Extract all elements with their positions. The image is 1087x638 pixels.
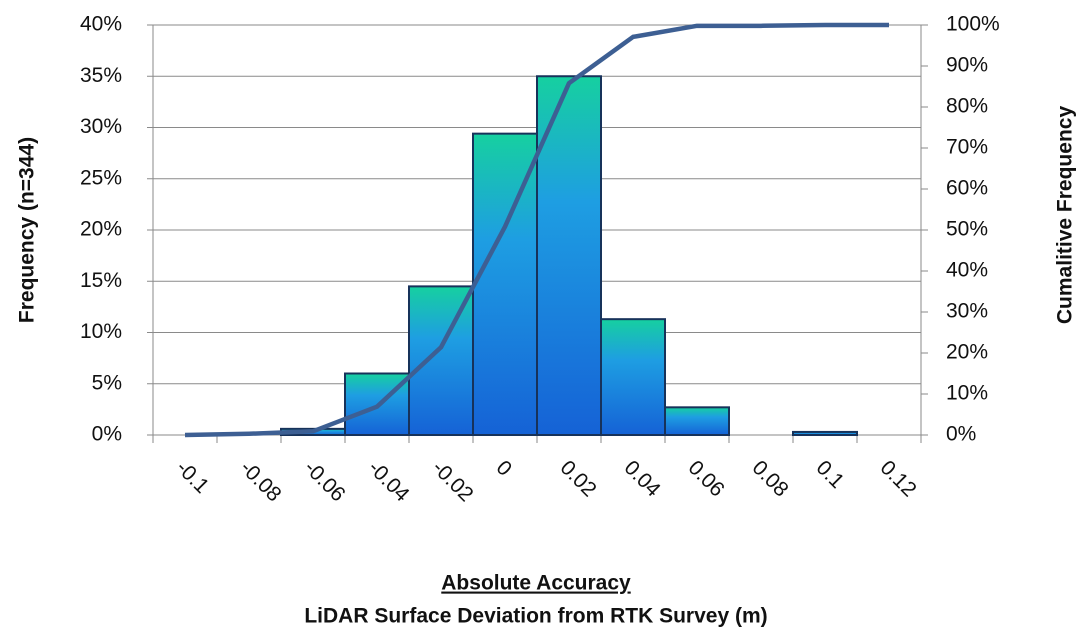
y-tick-label: 40%	[80, 13, 122, 36]
y2-tick-label: 70%	[946, 136, 988, 159]
y2-tick-label: 10%	[946, 382, 988, 405]
y-axis-title: Frequency (n=344)	[16, 137, 39, 323]
x-axis-subtitle: LiDAR Surface Deviation from RTK Survey …	[304, 605, 767, 628]
x-tick-label: 0.06	[684, 456, 729, 501]
y-tick-label: 30%	[80, 115, 122, 138]
y2-tick-label: 100%	[946, 13, 1000, 36]
y2-tick-label: 0%	[946, 423, 976, 446]
y2-tick-label: 60%	[946, 177, 988, 200]
y2-axis-title: Cumalitive Frequency	[1054, 106, 1077, 325]
x-tick-label: -0.1	[172, 456, 214, 498]
y2-tick-label: 40%	[946, 259, 988, 282]
y-tick-label: 35%	[80, 64, 122, 87]
x-tick-label: -0.06	[300, 456, 350, 506]
x-axis-title: Absolute Accuracy	[441, 572, 631, 595]
y-tick-label: 25%	[80, 166, 122, 189]
x-tick-label: -0.02	[428, 456, 478, 506]
x-tick-label: 0	[492, 456, 517, 481]
x-tick-label: 0.04	[620, 456, 665, 501]
x-tick-label: 0.08	[748, 456, 793, 501]
y2-tick-label: 90%	[946, 54, 988, 77]
y-tick-label: 5%	[92, 371, 122, 394]
x-tick-label: 0.02	[556, 456, 601, 501]
y2-tick-label: 20%	[946, 341, 988, 364]
x-tick-label: 0.1	[812, 456, 849, 493]
y2-tick-label: 80%	[946, 95, 988, 118]
y2-tick-label: 30%	[946, 300, 988, 323]
y2-tick-label: 50%	[946, 218, 988, 241]
x-tick-label: -0.08	[236, 456, 286, 506]
x-tick-label: -0.04	[364, 456, 414, 506]
bar	[600, 318, 666, 436]
bar	[664, 406, 730, 437]
y-tick-label: 20%	[80, 218, 122, 241]
y-tick-label: 15%	[80, 269, 122, 292]
x-tick-label: 0.12	[876, 456, 921, 501]
y-tick-label: 0%	[92, 423, 122, 446]
y-tick-label: 10%	[80, 320, 122, 343]
bar	[792, 430, 858, 436]
cumulative-line	[184, 22, 889, 438]
